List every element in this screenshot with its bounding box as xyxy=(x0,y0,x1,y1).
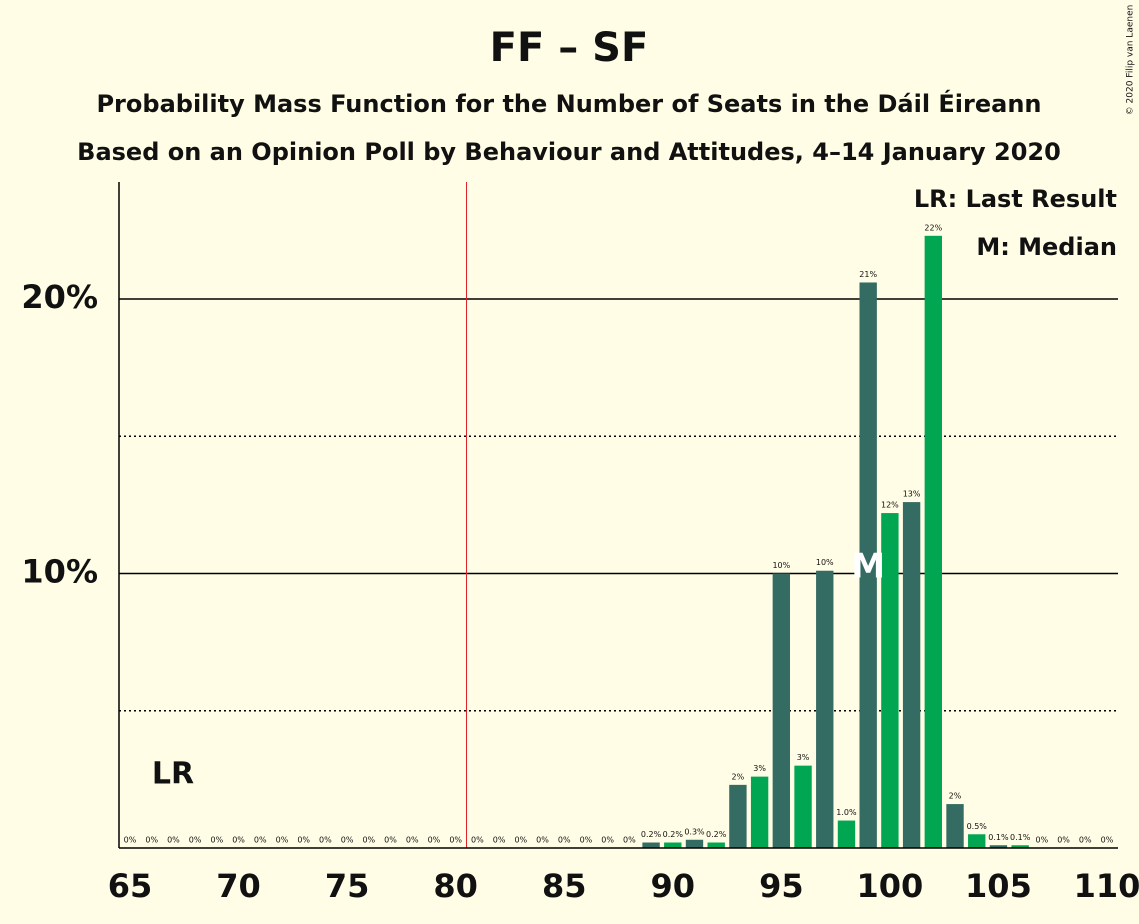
value-label: 10% xyxy=(772,561,790,570)
x-tick-label: 105 xyxy=(965,867,1032,905)
value-label: 21% xyxy=(859,270,877,279)
bar xyxy=(837,820,856,848)
bar xyxy=(772,573,791,848)
value-label: 0% xyxy=(493,836,506,845)
legend-entry: LR: Last Result xyxy=(914,185,1117,213)
x-tick-label: 110 xyxy=(1074,867,1139,905)
bar xyxy=(642,842,660,848)
x-tick-label: 85 xyxy=(542,867,587,905)
value-label: 0% xyxy=(580,836,593,845)
value-label: 0% xyxy=(276,836,289,845)
value-label: 0% xyxy=(471,836,484,845)
subtitle: Probability Mass Function for the Number… xyxy=(96,89,1041,118)
value-label: 0.2% xyxy=(706,830,727,839)
value-label: 0% xyxy=(558,836,571,845)
bar xyxy=(859,282,877,848)
value-label: 0% xyxy=(449,836,462,845)
median-label: M xyxy=(851,547,885,587)
value-label: 3% xyxy=(753,764,766,773)
value-label: 2% xyxy=(732,772,745,781)
value-label: 12% xyxy=(881,501,899,510)
value-label: 3% xyxy=(797,753,810,762)
value-label: 0% xyxy=(428,836,441,845)
bar xyxy=(1011,845,1029,848)
value-label: 0% xyxy=(297,836,310,845)
value-label: 0% xyxy=(1036,836,1049,845)
bar xyxy=(924,235,942,849)
value-label: 0.2% xyxy=(641,830,662,839)
bar xyxy=(750,776,769,848)
value-label: 0% xyxy=(189,836,202,845)
bar xyxy=(664,842,682,848)
value-label: 0% xyxy=(254,836,267,845)
value-label: 0% xyxy=(1079,836,1092,845)
value-label: 1.0% xyxy=(836,808,857,817)
value-label: 0% xyxy=(319,836,332,845)
bar xyxy=(881,513,899,848)
value-label: 0% xyxy=(384,836,397,845)
value-label: 0% xyxy=(536,836,549,845)
value-label: 0.5% xyxy=(967,822,988,831)
x-tick-label: 70 xyxy=(216,867,261,905)
value-label: 0% xyxy=(514,836,527,845)
x-tick-label: 95 xyxy=(759,867,804,905)
value-label: 0% xyxy=(124,836,137,845)
value-label: 0% xyxy=(623,836,636,845)
y-tick-label: 10% xyxy=(21,552,98,590)
x-tick-label: 90 xyxy=(651,867,696,905)
value-label: 0% xyxy=(406,836,419,845)
last-result-label: LR xyxy=(152,757,194,792)
value-label: 0.1% xyxy=(1010,833,1031,842)
bar xyxy=(729,784,747,848)
value-label: 0% xyxy=(210,836,223,845)
bar xyxy=(989,845,1008,848)
value-label: 13% xyxy=(903,490,921,499)
value-label: 0% xyxy=(1057,836,1070,845)
x-tick-label: 65 xyxy=(108,867,153,905)
x-tick-label: 80 xyxy=(433,867,478,905)
copyright: © 2020 Filip van Laenen xyxy=(1126,5,1136,116)
value-label: 0% xyxy=(1101,836,1114,845)
chart-title: FF – SF xyxy=(490,25,649,71)
value-label: 0% xyxy=(601,836,614,845)
value-label: 0% xyxy=(167,836,180,845)
value-label: 22% xyxy=(924,223,942,232)
y-tick-label: 20% xyxy=(21,278,98,316)
value-label: 0.1% xyxy=(988,833,1009,842)
value-label: 0% xyxy=(341,836,354,845)
bar xyxy=(816,570,834,848)
bar xyxy=(794,765,812,848)
subtitle: Based on an Opinion Poll by Behaviour an… xyxy=(77,138,1061,166)
value-label: 0.3% xyxy=(684,827,705,836)
bar xyxy=(707,842,725,848)
bar xyxy=(946,804,964,848)
value-label: 0% xyxy=(145,836,158,845)
x-tick-label: 75 xyxy=(325,867,370,905)
value-label: 0% xyxy=(232,836,245,845)
bar xyxy=(968,834,986,848)
legend-entry: M: Median xyxy=(976,233,1117,261)
value-label: 10% xyxy=(816,558,834,567)
bar xyxy=(685,839,704,848)
value-label: 2% xyxy=(949,792,962,801)
x-tick-label: 100 xyxy=(856,867,923,905)
value-label: 0.2% xyxy=(663,830,684,839)
value-label: 0% xyxy=(362,836,375,845)
bar xyxy=(902,502,921,848)
